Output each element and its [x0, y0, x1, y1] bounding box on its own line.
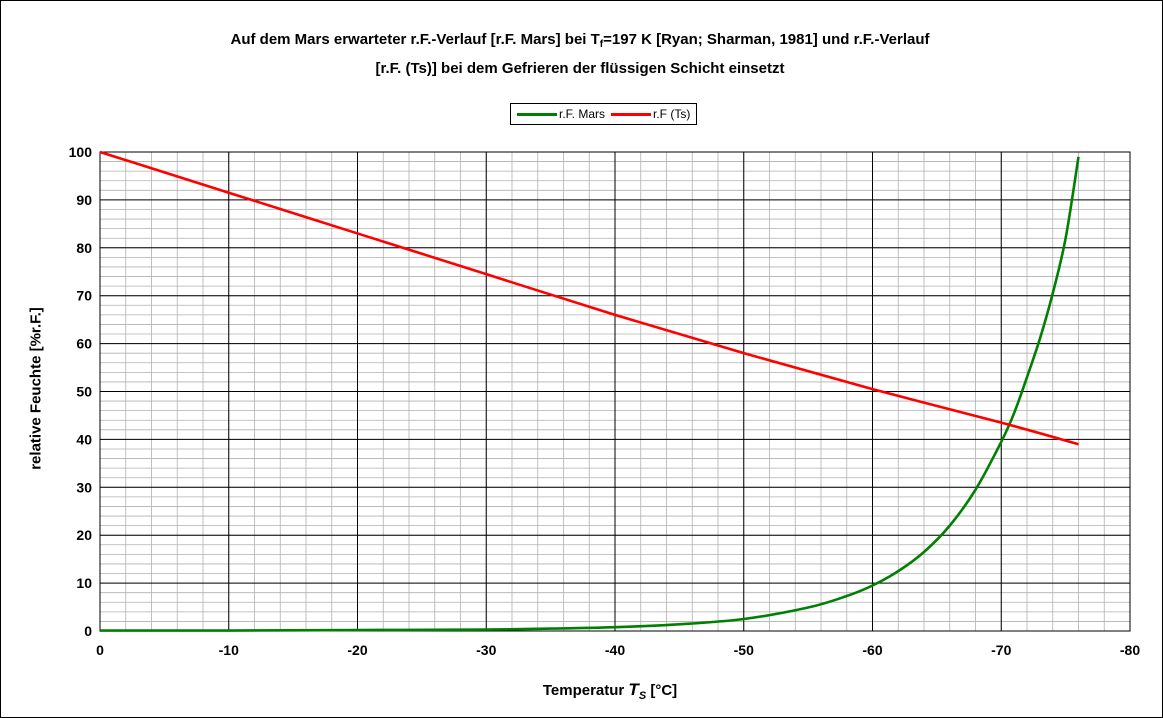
x-tick-label: -10	[219, 642, 239, 658]
series-line-mars	[99, 156, 1080, 632]
series-layer	[99, 150, 1080, 632]
chart-title: Auf dem Mars erwarteter r.F.-Verlauf [r.…	[230, 31, 930, 77]
legend-swatch-ts	[611, 112, 652, 116]
y-tick-label: 90	[76, 192, 92, 208]
x-tick-label: -30	[476, 642, 496, 658]
legend-swatch-mars	[517, 112, 557, 116]
x-tick-label: -70	[991, 642, 1011, 658]
y-tick-label: 10	[76, 575, 92, 591]
plot-area-border	[99, 151, 1131, 632]
x-tick-label: 0	[96, 642, 104, 658]
series-line-ts	[99, 150, 1079, 446]
y-tick-label: 80	[76, 240, 92, 256]
y-tick-label: 100	[69, 144, 93, 160]
y-tick-label: 40	[76, 431, 92, 447]
y-tick-label: 50	[76, 384, 92, 400]
x-tick-label: -20	[347, 642, 367, 658]
legend-label-mars: r.F. Mars	[559, 107, 606, 121]
y-tick-label: 30	[76, 479, 92, 495]
legend-item-mars: r.F. Mars	[517, 107, 605, 121]
x-tick-label: -80	[1120, 642, 1140, 658]
y-tick-label: 0	[84, 623, 92, 639]
y-tick-label: 60	[76, 336, 92, 352]
legend: r.F. Mars r.F (Ts)	[510, 103, 698, 125]
y-tick-label: 20	[76, 527, 92, 543]
x-tick-labels: 0 -10 -20 -30 -40 -50 -60 -70 -80	[96, 642, 1140, 658]
y-axis-label: relative Feuchte [%r.F.]	[27, 307, 45, 470]
x-axis-label: Temperatur TS [°C]	[542, 680, 678, 702]
x-tick-label: -50	[734, 642, 754, 658]
legend-label-ts: r.F (Ts)	[653, 107, 691, 121]
legend-item-ts: r.F (Ts)	[611, 107, 690, 121]
y-tick-labels: 0 10 20 30 40 50 60 70 80 90 100	[69, 144, 93, 639]
x-tick-label: -60	[862, 642, 882, 658]
x-tick-label: -40	[605, 642, 625, 658]
y-tick-label: 70	[76, 288, 92, 304]
